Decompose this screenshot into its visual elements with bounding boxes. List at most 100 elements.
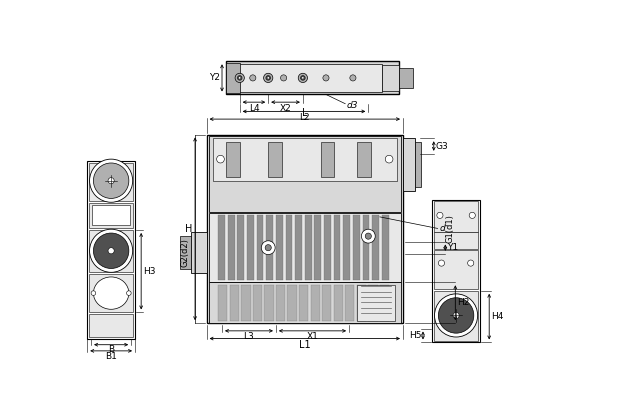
Circle shape [323, 75, 329, 81]
Circle shape [385, 155, 393, 163]
Bar [434, 250, 479, 289]
Bar [432, 200, 480, 342]
Circle shape [127, 291, 131, 295]
Circle shape [90, 229, 133, 272]
Bar [334, 215, 341, 280]
Circle shape [434, 294, 477, 337]
Bar [276, 285, 285, 321]
Text: H3: H3 [144, 267, 156, 276]
Bar [226, 61, 399, 95]
Bar [314, 215, 321, 280]
Circle shape [267, 77, 270, 79]
Bar [230, 285, 239, 321]
Bar [357, 142, 371, 177]
Circle shape [217, 155, 224, 163]
Bar [321, 142, 334, 177]
Circle shape [350, 75, 356, 81]
Bar [305, 215, 311, 280]
Bar [357, 285, 395, 321]
Text: B: B [108, 345, 114, 354]
Circle shape [301, 76, 305, 80]
Bar [218, 285, 227, 321]
Bar [209, 136, 401, 212]
Bar [232, 63, 382, 92]
Bar [253, 285, 262, 321]
Circle shape [439, 260, 444, 266]
Text: Y1: Y1 [447, 243, 458, 252]
Text: L1: L1 [299, 340, 311, 350]
Circle shape [90, 159, 133, 202]
Text: L3: L3 [243, 332, 255, 341]
Bar [295, 215, 302, 280]
Bar [434, 291, 479, 341]
Circle shape [108, 178, 114, 184]
Circle shape [108, 248, 114, 254]
Circle shape [365, 233, 371, 239]
Bar [92, 205, 130, 225]
Bar [334, 285, 343, 321]
Ellipse shape [94, 277, 129, 309]
Circle shape [94, 163, 129, 198]
Circle shape [94, 233, 129, 269]
Bar [324, 215, 331, 280]
Bar [399, 68, 413, 88]
Bar [368, 285, 378, 321]
Text: Y2: Y2 [208, 73, 220, 83]
Bar [247, 215, 254, 280]
Text: G1(d1): G1(d1) [446, 215, 454, 243]
Circle shape [261, 241, 275, 255]
Bar [89, 203, 134, 228]
Bar [89, 230, 134, 272]
Bar [256, 215, 263, 280]
Bar [180, 236, 191, 269]
Text: L2: L2 [299, 113, 310, 122]
Text: H5: H5 [409, 331, 421, 340]
Circle shape [361, 229, 375, 243]
Circle shape [238, 77, 241, 79]
Text: H2: H2 [457, 298, 469, 307]
Bar [382, 215, 389, 280]
Bar [191, 232, 207, 273]
Bar [207, 134, 403, 323]
Text: B1: B1 [105, 352, 117, 361]
Bar [266, 215, 273, 280]
Bar [434, 202, 479, 232]
Bar [311, 285, 319, 321]
Bar [299, 285, 308, 321]
Circle shape [265, 244, 271, 251]
Bar [414, 142, 421, 187]
Bar [265, 285, 273, 321]
Text: G2(d2): G2(d2) [180, 238, 190, 267]
Bar [372, 215, 379, 280]
Bar [343, 215, 350, 280]
Text: L: L [302, 107, 308, 117]
Bar [380, 285, 389, 321]
Bar [226, 63, 240, 93]
Text: X1: X1 [306, 332, 318, 341]
Bar [226, 142, 240, 177]
Bar [345, 285, 354, 321]
Circle shape [439, 298, 474, 333]
Circle shape [469, 212, 475, 218]
Circle shape [467, 260, 474, 266]
Bar [322, 285, 331, 321]
Bar [276, 215, 283, 280]
Text: G3: G3 [436, 142, 448, 151]
Bar [286, 215, 292, 280]
Circle shape [453, 312, 459, 319]
Circle shape [91, 291, 95, 295]
Bar [268, 142, 282, 177]
Bar [209, 282, 401, 323]
Text: X2: X2 [280, 104, 291, 113]
Bar [241, 285, 250, 321]
Bar [363, 215, 369, 280]
Bar [357, 285, 366, 321]
Circle shape [266, 76, 271, 80]
Bar [209, 213, 401, 282]
Circle shape [250, 75, 256, 81]
Circle shape [263, 73, 273, 83]
Text: L4: L4 [248, 104, 260, 113]
Bar [353, 215, 359, 280]
Text: H: H [185, 224, 193, 234]
Bar [89, 314, 134, 337]
